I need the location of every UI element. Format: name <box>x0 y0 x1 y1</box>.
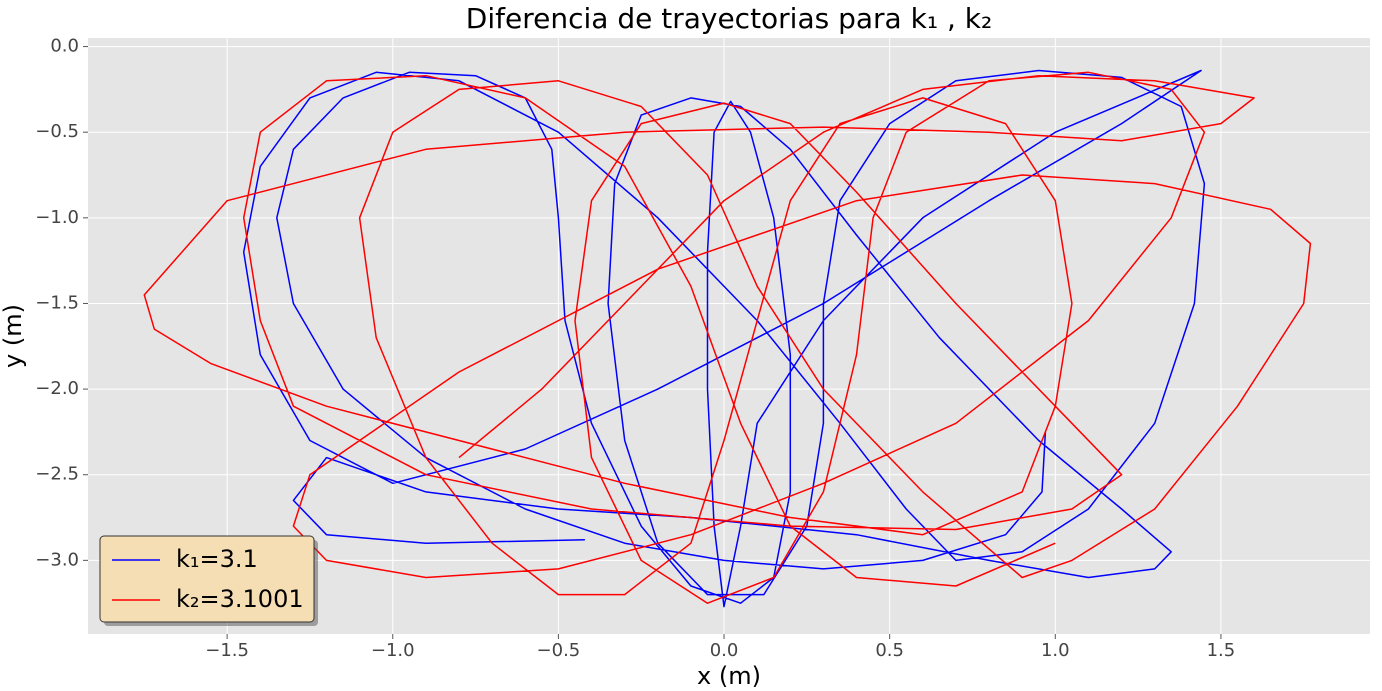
x-tick-label: 0.0 <box>710 640 739 661</box>
trajectory-line <box>242 69 1206 608</box>
y-axis-label: y (m) <box>0 304 27 368</box>
y-tick-label: −3.0 <box>35 549 79 570</box>
x-tick-label: −1.0 <box>371 640 415 661</box>
y-tick-label: −0.5 <box>35 121 79 142</box>
x-tick-label: −1.5 <box>205 640 249 661</box>
ticks: −1.5 −1.0 −0.5 0.0 0.5 1.0 1.5 0.0 −0.5 −1.0 −1.5 −… <box>35 36 1235 661</box>
legend: k₁=3.1 k₂=3.1001 <box>99 535 318 626</box>
x-tick-label: −0.5 <box>537 640 581 661</box>
x-tick-label: 0.5 <box>875 640 904 661</box>
chart-title: Diferencia de trayectorias para k₁ , k₂ <box>466 2 992 35</box>
legend-label: k₁=3.1 <box>176 545 258 573</box>
y-tick-label: 0.0 <box>50 36 79 57</box>
legend-label: k₂=3.1001 <box>176 585 304 613</box>
y-tick-label: −2.5 <box>35 464 79 485</box>
x-axis-label: x (m) <box>697 662 761 690</box>
y-tick-label: −1.5 <box>35 292 79 313</box>
x-tick-label: 1.0 <box>1041 640 1070 661</box>
y-tick-label: −2.0 <box>35 378 79 399</box>
trajectory-line <box>143 71 1312 604</box>
y-tick-label: −1.0 <box>35 207 79 228</box>
x-tick-label: 1.5 <box>1207 640 1236 661</box>
lines <box>143 69 1312 608</box>
